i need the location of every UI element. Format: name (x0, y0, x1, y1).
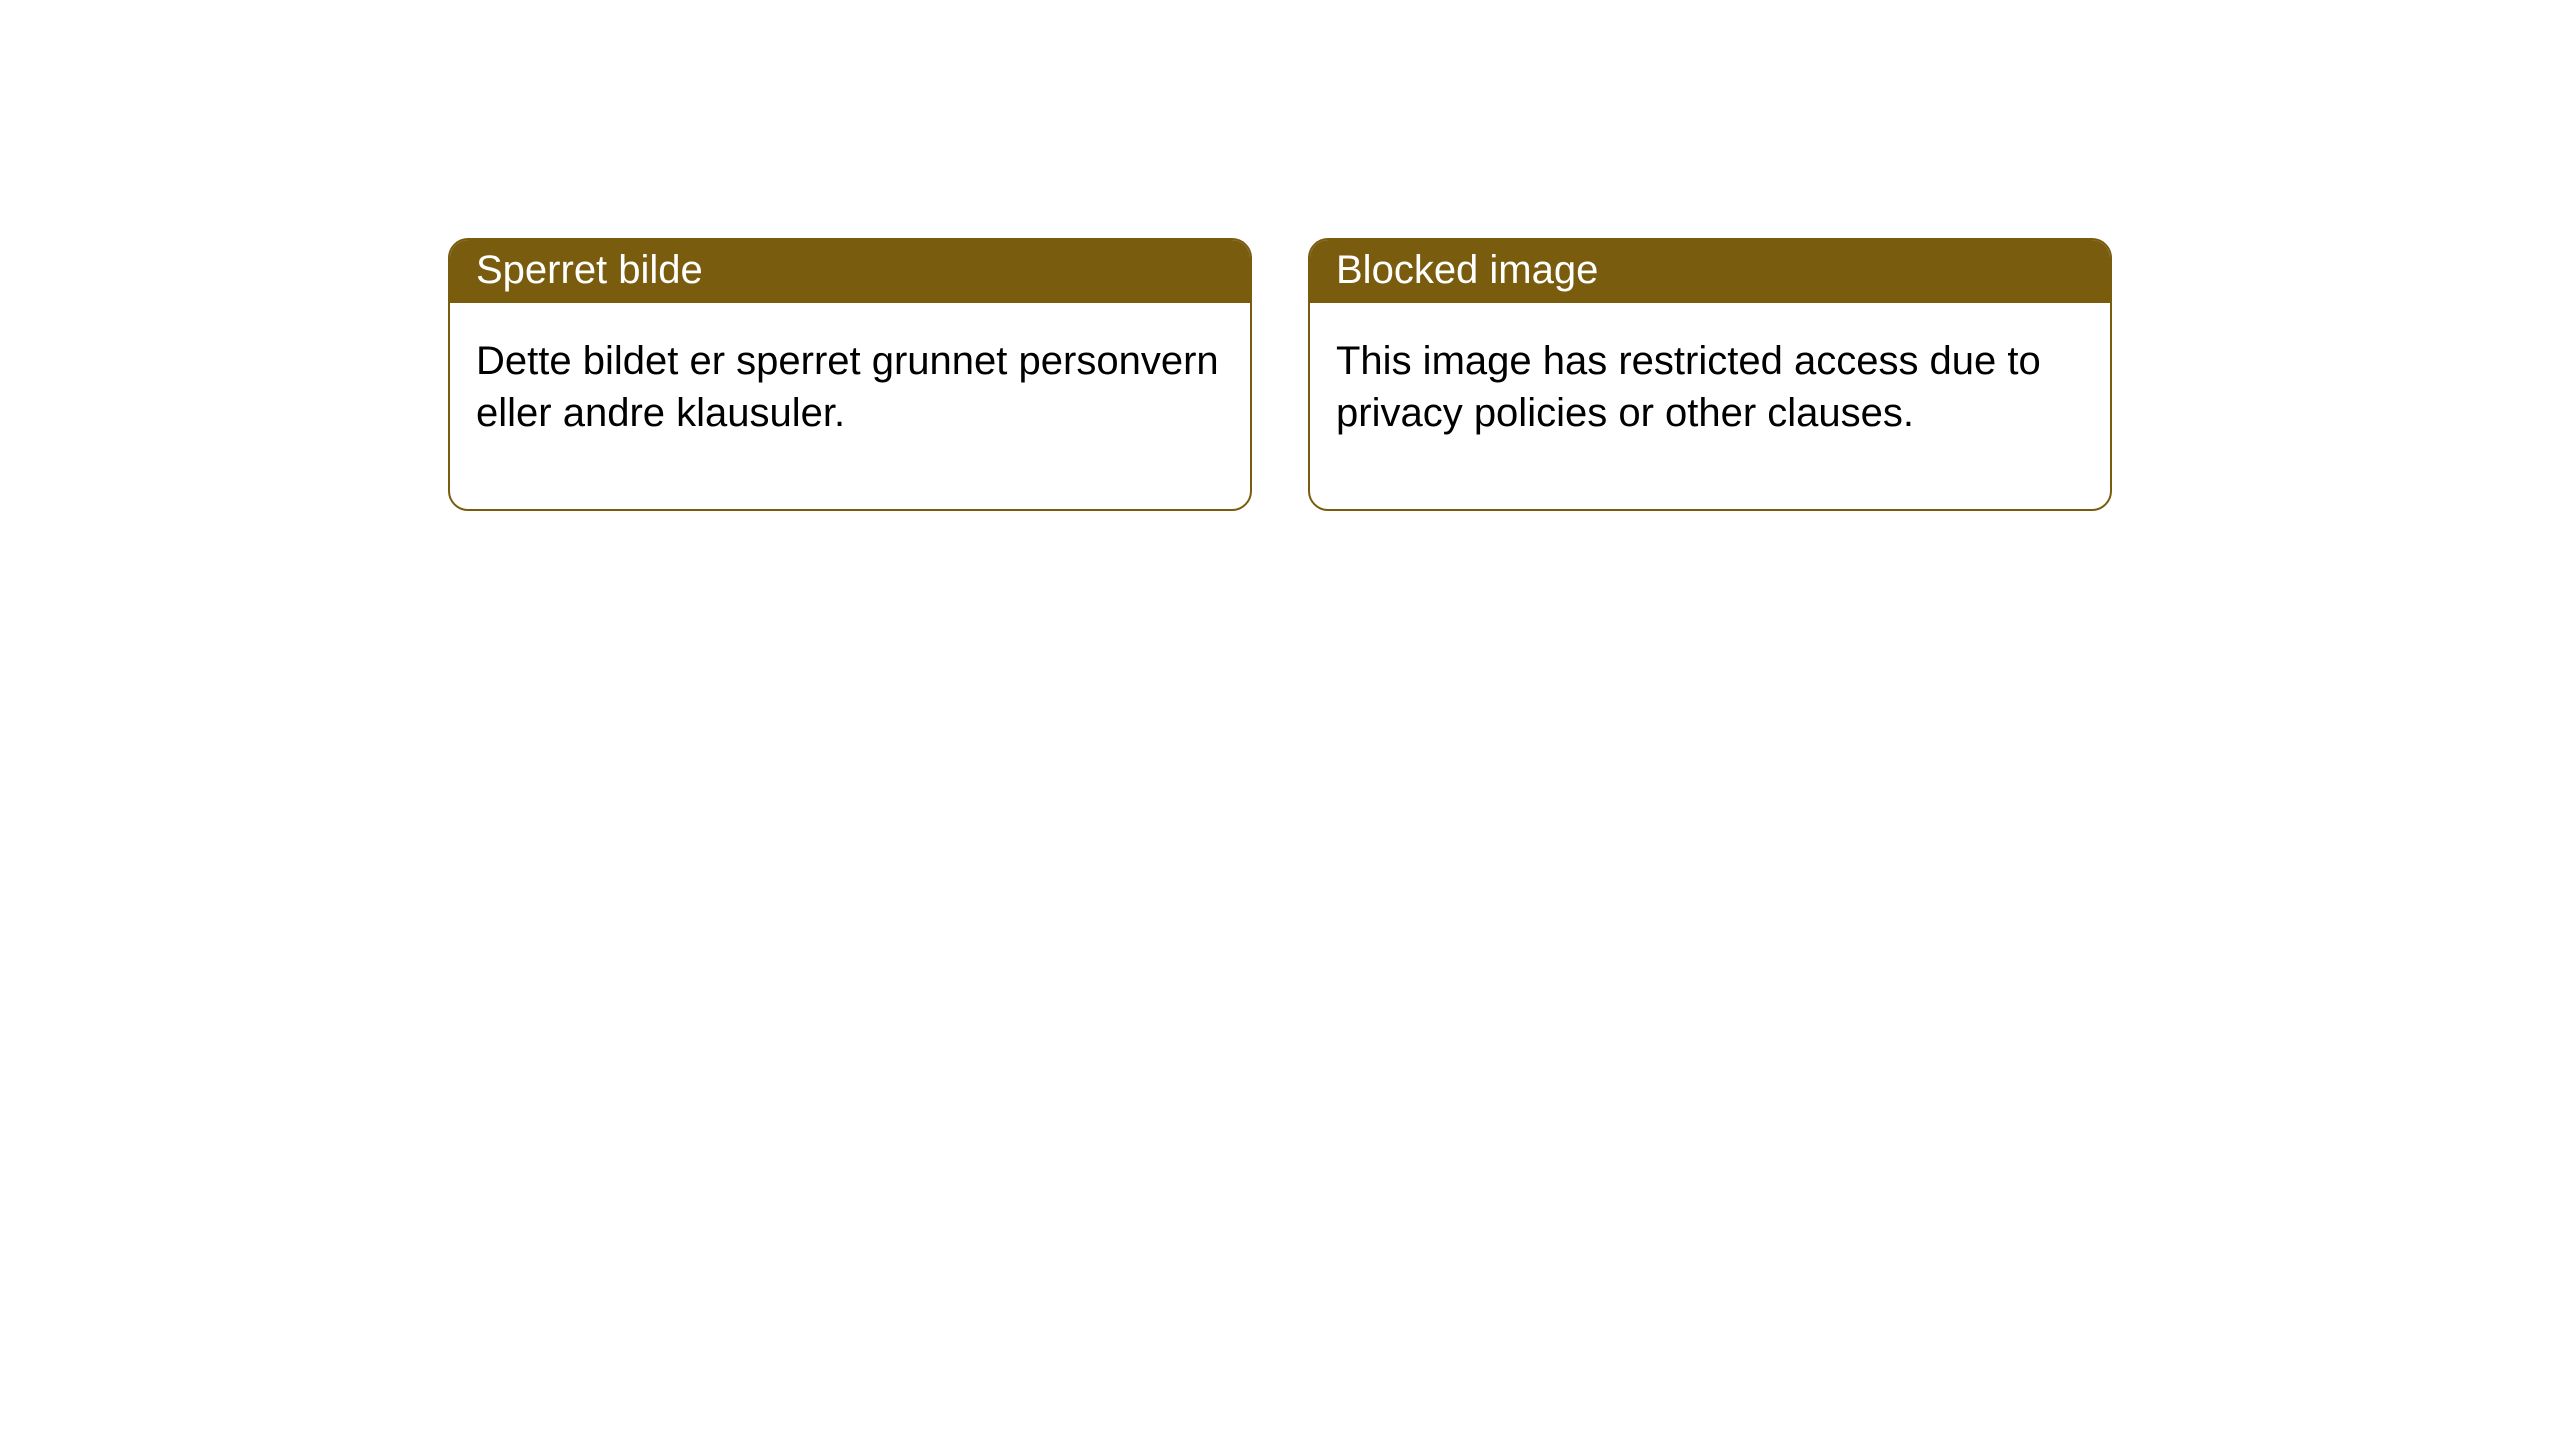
card-message: This image has restricted access due to … (1336, 339, 2041, 435)
blocked-image-card-en: Blocked image This image has restricted … (1308, 238, 2112, 511)
card-body: Dette bildet er sperret grunnet personve… (450, 303, 1250, 509)
card-header: Blocked image (1310, 240, 2110, 303)
blocked-image-card-no: Sperret bilde Dette bildet er sperret gr… (448, 238, 1252, 511)
card-title: Sperret bilde (476, 248, 703, 292)
card-header: Sperret bilde (450, 240, 1250, 303)
cards-container: Sperret bilde Dette bildet er sperret gr… (0, 0, 2560, 511)
card-message: Dette bildet er sperret grunnet personve… (476, 339, 1219, 435)
card-body: This image has restricted access due to … (1310, 303, 2110, 509)
card-title: Blocked image (1336, 248, 1598, 292)
